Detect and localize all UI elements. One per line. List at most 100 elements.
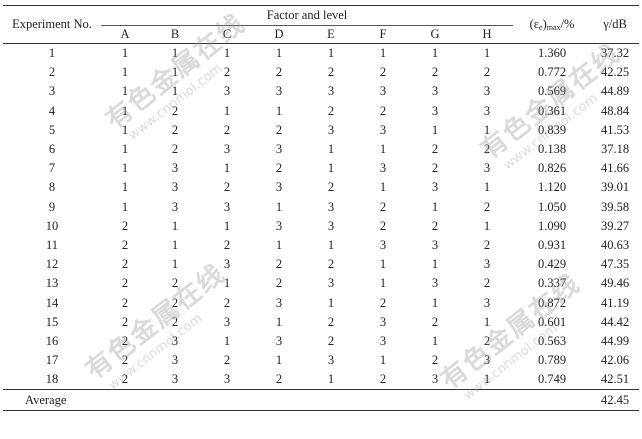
level-cell: 3 — [223, 84, 231, 99]
level-cell: 2 — [121, 314, 129, 329]
gamma-cell: 41.19 — [600, 295, 630, 310]
header-factor: H — [482, 27, 492, 41]
experiment-no-cell: 7 — [48, 161, 56, 176]
experiment-no-cell: 18 — [45, 372, 59, 387]
table-row: 18 2 3 3 2 1 2 3 1 0.749 42.51 — [3, 370, 639, 390]
header-gamma: γ/dB — [591, 5, 640, 44]
average-label: Average — [3, 389, 101, 412]
factor-header-row: A B C D E F G H — [3, 26, 639, 44]
eps-cell: 0.931 — [537, 237, 567, 252]
gamma-cell: 42.06 — [600, 353, 630, 368]
experiment-no-cell: 16 — [45, 333, 59, 348]
table-row: 1 1 1 1 1 1 1 1 1 1.360 37.32 — [3, 43, 640, 64]
average-gamma: 42.45 — [591, 389, 640, 412]
level-cell: 3 — [327, 122, 335, 137]
level-cell: 2 — [327, 314, 335, 329]
level-cell: 2 — [431, 161, 439, 176]
level-cell: 2 — [275, 276, 283, 291]
table-row: 7 1 3 1 2 1 3 2 3 0.826 41.66 — [3, 159, 639, 178]
level-cell: 2 — [431, 314, 439, 329]
level-cell: 1 — [305, 43, 357, 64]
level-cell: 3 — [275, 333, 283, 348]
level-cell: 1 — [379, 276, 387, 291]
level-cell: 3 — [171, 161, 179, 176]
level-cell: 3 — [275, 295, 283, 310]
level-cell: 1 — [275, 314, 283, 329]
level-cell: 1 — [483, 218, 491, 233]
level-cell: 2 — [379, 199, 387, 214]
experiment-no-cell: 11 — [45, 237, 59, 252]
level-cell: 1 — [223, 218, 231, 233]
gamma-cell: 41.66 — [600, 161, 630, 176]
level-cell: 2 — [171, 103, 179, 118]
level-cell: 3 — [483, 295, 491, 310]
eps-cell: 0.429 — [537, 257, 567, 272]
level-cell: 2 — [121, 295, 129, 310]
gamma-cell: 44.42 — [600, 314, 630, 329]
table-row: 4 1 2 1 1 2 2 3 3 0.361 48.84 — [3, 102, 639, 121]
header-factor: F — [379, 27, 387, 41]
level-cell: 3 — [379, 314, 387, 329]
eps-cell: 0.839 — [537, 122, 567, 137]
header-eps-sub-max: max — [546, 23, 561, 32]
level-cell: 1 — [121, 84, 129, 99]
level-cell: 2 — [483, 276, 491, 291]
level-cell: 3 — [275, 84, 283, 99]
level-cell: 2 — [379, 218, 387, 233]
level-cell: 2 — [431, 353, 439, 368]
level-cell: 1 — [121, 180, 129, 195]
level-cell: 1 — [121, 142, 129, 157]
table-row: 14 2 2 2 3 1 2 1 3 0.872 41.19 — [3, 293, 639, 312]
experiment-no-cell: 14 — [45, 295, 59, 310]
eps-cell: 0.872 — [537, 295, 567, 310]
level-cell: 1 — [327, 237, 335, 252]
header-factor: A — [120, 27, 130, 41]
level-cell: 2 — [379, 65, 387, 80]
header-eps-main: (ε — [529, 17, 540, 31]
level-cell: 3 — [431, 84, 439, 99]
table-row: 10 2 1 1 3 3 2 2 1 1.090 39.27 — [3, 217, 639, 236]
level-cell: 2 — [223, 237, 231, 252]
level-cell: 3 — [483, 257, 491, 272]
experiment-no-cell: 15 — [45, 314, 59, 329]
level-cell: 1 — [379, 353, 387, 368]
level-cell: 2 — [275, 65, 283, 80]
level-cell: 3 — [327, 218, 335, 233]
level-cell: 1 — [431, 257, 439, 272]
level-cell: 1 — [253, 43, 305, 64]
level-cell: 1 — [149, 43, 201, 64]
level-cell: 3 — [275, 180, 283, 195]
level-cell: 3 — [431, 372, 439, 387]
header-eps-close: ) — [542, 17, 547, 31]
level-cell: 2 — [121, 257, 129, 272]
level-cell: 2 — [121, 276, 129, 291]
level-cell: 1 — [357, 43, 409, 64]
eps-cell: 1.120 — [537, 180, 567, 195]
level-cell: 3 — [327, 84, 335, 99]
level-cell: 1 — [327, 295, 335, 310]
level-cell: 2 — [327, 333, 335, 348]
experiment-no-cell: 13 — [45, 276, 59, 291]
level-cell: 1 — [379, 180, 387, 195]
experiment-no-cell: 17 — [45, 353, 59, 368]
level-cell: 2 — [483, 237, 491, 252]
eps-cell: 0.601 — [537, 314, 567, 329]
header-eps-sub: e — [539, 23, 543, 32]
level-cell: 1 — [379, 142, 387, 157]
level-cell: 3 — [431, 276, 439, 291]
level-cell: 1 — [171, 65, 179, 80]
level-cell: 2 — [483, 142, 491, 157]
eps-cell: 1.050 — [537, 199, 567, 214]
level-cell: 3 — [379, 333, 387, 348]
gamma-cell: 41.53 — [600, 122, 630, 137]
orthogonal-experiment-table: Experiment No. Factor and level (εe)max/… — [3, 5, 640, 412]
level-cell: 2 — [327, 257, 335, 272]
level-cell: 2 — [171, 295, 179, 310]
gamma-cell: 39.27 — [600, 218, 630, 233]
level-cell: 3 — [379, 84, 387, 99]
level-cell: 3 — [431, 180, 439, 195]
table-row: 8 1 3 2 3 2 1 3 1 1.120 39.01 — [3, 178, 639, 197]
level-cell: 2 — [431, 218, 439, 233]
level-cell: 2 — [483, 65, 491, 80]
